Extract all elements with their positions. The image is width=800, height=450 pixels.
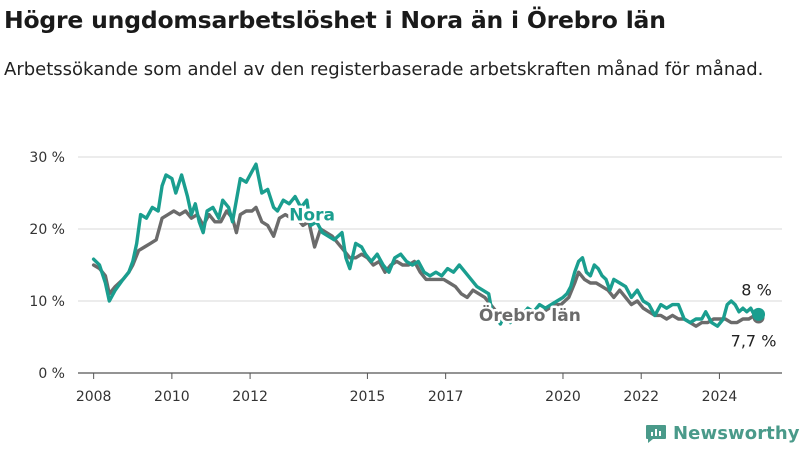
x-tick-label: 2010 <box>154 389 190 405</box>
x-tick-label: 2020 <box>545 389 581 405</box>
newsworthy-logo-icon <box>646 425 666 443</box>
series-label-orebro-lan: Örebro län <box>479 304 581 326</box>
y-tick-label: 10 % <box>29 294 65 310</box>
end-point-nora <box>752 307 766 321</box>
x-tick-label: 2017 <box>428 389 464 405</box>
x-tick-label: 2015 <box>350 389 386 405</box>
data-label-nora: 8 % <box>741 280 771 299</box>
y-tick-label: 20 % <box>29 222 65 238</box>
series-label-nora: Nora <box>289 205 335 225</box>
x-tick-label: 2024 <box>702 389 738 405</box>
series-line-nora <box>91 162 761 328</box>
brand-name: Newsworthy <box>673 422 800 444</box>
chart-subtitle: Arbetssökande som andel av den registerb… <box>4 59 764 80</box>
chart-title: Högre ungdomsarbetslöshet i Nora än i Ör… <box>4 6 666 34</box>
x-tick-label: 2022 <box>623 389 659 405</box>
y-tick-label: 0 % <box>38 366 65 382</box>
x-tick-label: 2012 <box>232 389 268 405</box>
y-tick-label: 30 % <box>29 150 65 166</box>
newsworthy-logo: Newsworthy <box>645 420 800 446</box>
x-tick-label: 2008 <box>76 389 112 405</box>
data-label-orebro-lan: 7,7 % <box>731 332 777 351</box>
